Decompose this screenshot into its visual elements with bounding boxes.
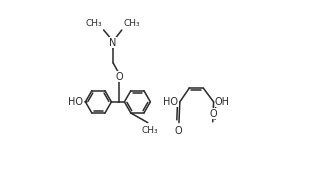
Text: HO: HO bbox=[163, 97, 178, 107]
Text: O: O bbox=[174, 126, 182, 136]
Text: CH₃: CH₃ bbox=[123, 19, 140, 28]
Text: O: O bbox=[210, 109, 217, 119]
Text: CH₃: CH₃ bbox=[85, 19, 102, 28]
Text: O: O bbox=[115, 72, 123, 82]
Text: CH₃: CH₃ bbox=[141, 126, 158, 135]
Text: OH: OH bbox=[215, 97, 230, 107]
Text: HO: HO bbox=[68, 97, 83, 107]
Text: N: N bbox=[110, 38, 117, 48]
